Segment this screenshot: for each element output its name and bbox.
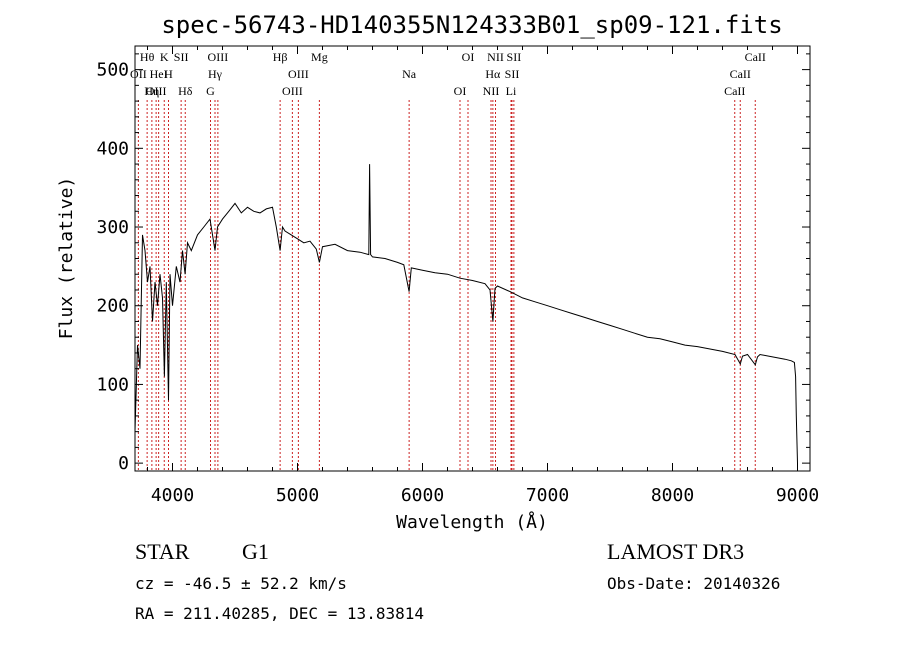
line-marker-label: Mg [311, 50, 328, 64]
y-tick-label: 300 [96, 217, 129, 238]
line-marker-label: CaII [724, 84, 745, 98]
line-markers [137, 100, 756, 471]
y-axis-ticks: 0 100 200 300 400 500 [96, 53, 810, 474]
y-tick-label: 0 [118, 453, 129, 474]
line-marker-label: K [160, 50, 169, 64]
redshift-velocity: cz = -46.5 ± 52.2 km/s [135, 574, 347, 593]
line-marker-label: NII [483, 84, 500, 98]
line-marker-label: SII [505, 67, 520, 81]
line-marker-label: Na [402, 67, 417, 81]
survey-name: LAMOST DR3 [607, 539, 744, 564]
line-marker-label: HeI [150, 67, 168, 81]
line-marker-label: SII [174, 50, 189, 64]
line-marker-label: OIII [288, 67, 309, 81]
y-tick-label: 400 [96, 138, 129, 159]
line-marker-label: OIII [282, 84, 303, 98]
spectrum-line [134, 164, 798, 464]
line-marker-label: Hη [144, 84, 159, 98]
object-class: STAR [135, 539, 190, 564]
line-marker-label: NII [487, 50, 504, 64]
y-tick-label: 200 [96, 296, 129, 317]
line-marker-label: OIII [146, 84, 167, 98]
obs-date: Obs-Date: 20140326 [607, 574, 780, 593]
x-tick-label: 5000 [276, 485, 319, 506]
x-tick-label: 4000 [151, 485, 194, 506]
line-marker-label: G [206, 84, 215, 98]
line-marker-label: Hβ [273, 50, 288, 64]
line-marker-label: Hα [485, 67, 501, 81]
y-tick-label: 500 [96, 60, 129, 81]
coordinates: RA = 211.40285, DEC = 13.83814 [135, 604, 424, 623]
line-marker-label: CaII [730, 67, 751, 81]
x-axis-ticks: 4000 5000 6000 7000 8000 9000 [147, 46, 819, 506]
line-marker-label: OI [454, 84, 467, 98]
line-marker-label: Hθ [140, 50, 155, 64]
line-marker-label: CaII [745, 50, 766, 64]
line-marker-label: OI [462, 50, 475, 64]
x-tick-label: 6000 [401, 485, 444, 506]
plot-frame [134, 45, 811, 472]
line-marker-labels: HθOIIOIIIKHeIHηSIIHHδOIIIHγGHβOIIIOIIIMg… [130, 50, 766, 98]
line-marker-label: OII [130, 67, 147, 81]
line-marker-label: SII [507, 50, 522, 64]
line-marker-label: OIII [208, 50, 229, 64]
object-subclass: G1 [242, 539, 269, 564]
x-tick-label: 7000 [526, 485, 569, 506]
x-tick-label: 9000 [776, 485, 819, 506]
x-axis-label: Wavelength (Å) [396, 511, 548, 533]
x-tick-label: 8000 [651, 485, 694, 506]
line-marker-label: H [164, 67, 173, 81]
y-axis-label: Flux (relative) [56, 177, 77, 340]
line-marker-label: Hγ [208, 67, 223, 81]
line-marker-label: Li [506, 84, 517, 98]
y-tick-label: 100 [96, 374, 129, 395]
line-marker-label: Hδ [178, 84, 193, 98]
chart-title: spec-56743-HD140355N124333B01_sp09-121.f… [161, 11, 782, 39]
